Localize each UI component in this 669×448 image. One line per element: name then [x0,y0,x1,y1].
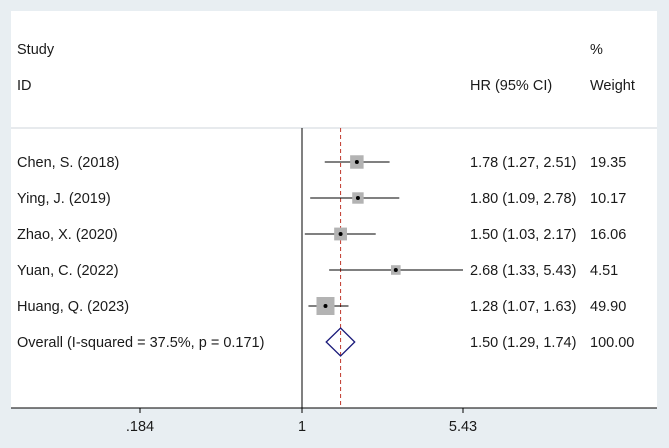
study-2-point [355,196,360,200]
study-3-point [338,232,343,236]
study-2-ci-text: 1.80 (1.09, 2.78) [470,191,576,207]
header-weight: Weight [590,78,635,94]
x-tick-label-2: 1 [298,419,306,435]
x-tick-label-3: 5.43 [449,419,477,435]
study-1-label: Chen, S. (2018) [17,155,119,171]
study-1-point [354,160,359,164]
overall-label: Overall (I-squared = 37.5%, p = 0.171) [17,335,264,351]
header-study: Study [17,42,55,58]
study-2-weight-text: 10.17 [590,191,626,207]
x-tick-label-1: .184 [126,419,154,435]
study-5-label: Huang, Q. (2023) [17,299,129,315]
study-3-label: Zhao, X. (2020) [17,227,118,243]
overall-ci-text: 1.50 (1.29, 1.74) [470,335,576,351]
study-4-point [393,268,398,272]
overall-weight-text: 100.00 [590,335,634,351]
overall-diamond [325,327,356,357]
study-1-weight-text: 19.35 [590,155,626,171]
study-5-weight-text: 49.90 [590,299,626,315]
header-percent: % [590,42,603,58]
study-4-weight-text: 4.51 [590,263,618,279]
study-3-weight-text: 16.06 [590,227,626,243]
plot-area [11,11,657,408]
study-1-ci-text: 1.78 (1.27, 2.51) [470,155,576,171]
header-id: ID [17,78,32,94]
header-hr: HR (95% CI) [470,78,552,94]
study-4-label: Yuan, C. (2022) [17,263,119,279]
study-5-ci-text: 1.28 (1.07, 1.63) [470,299,576,315]
study-2-label: Ying, J. (2019) [17,191,111,207]
study-3-ci-text: 1.50 (1.03, 2.17) [470,227,576,243]
study-4-ci-text: 2.68 (1.33, 5.43) [470,263,576,279]
study-5-point [323,304,328,308]
